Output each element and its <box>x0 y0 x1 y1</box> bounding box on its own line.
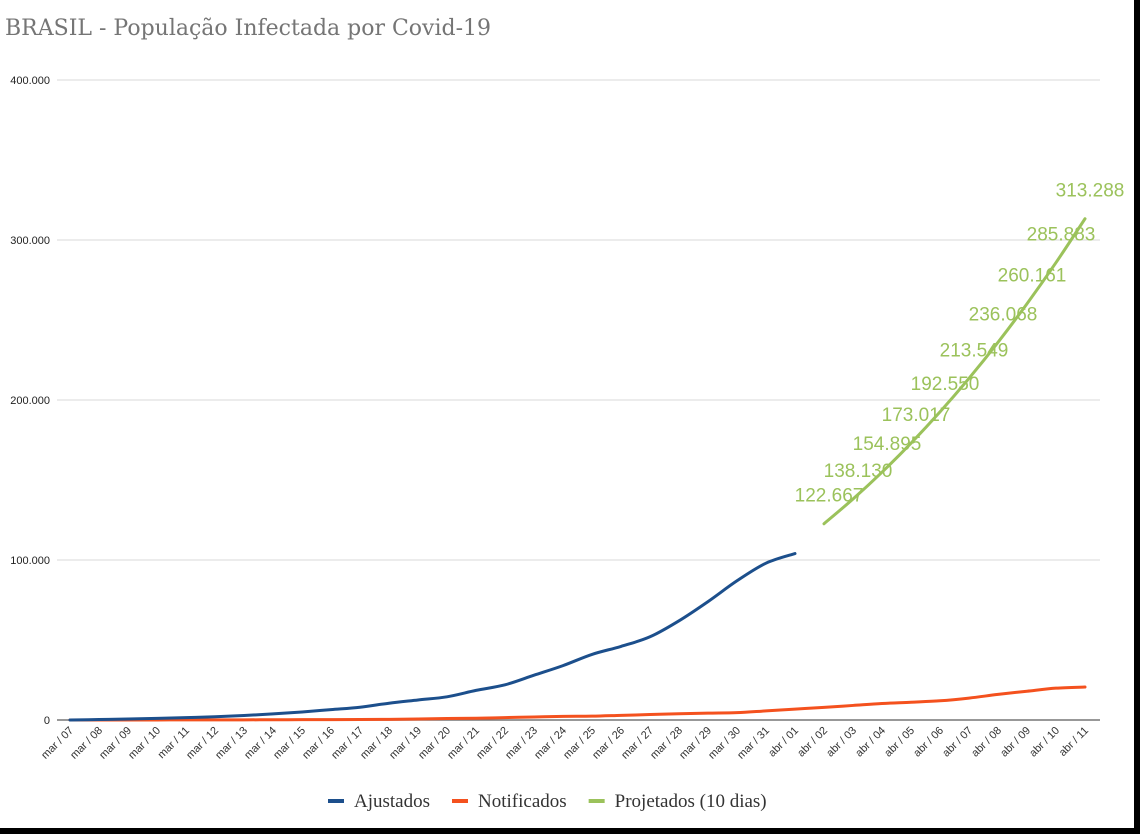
series-line-ajustados <box>68 552 797 722</box>
x-tick-label: abr / 05 <box>882 725 917 760</box>
y-tick-label: 100.000 <box>10 555 50 567</box>
data-label: 313.288 <box>1056 181 1125 202</box>
x-tick-label: abr / 06 <box>911 725 946 760</box>
x-tick-label: mar / 10 <box>126 725 163 762</box>
data-label: 285.883 <box>1027 225 1096 246</box>
data-label: 122.667 <box>795 486 864 507</box>
legend-label: Notificados <box>478 791 567 812</box>
legend-label: Ajustados <box>354 791 430 812</box>
series-line-projetados <box>822 217 1087 526</box>
data-label: 138.130 <box>824 461 893 482</box>
x-tick-label: abr / 07 <box>940 725 975 760</box>
x-tick-label: abr / 03 <box>824 725 859 760</box>
x-tick-label: abr / 09 <box>998 725 1033 760</box>
x-tick-label: abr / 10 <box>1027 725 1062 760</box>
y-tick-label: 300.000 <box>10 235 50 247</box>
legend-label: Projetados (10 dias) <box>615 791 767 812</box>
x-tick-label: mar / 31 <box>735 725 772 762</box>
series-line-notificados <box>68 685 1087 722</box>
data-label: 260.161 <box>998 266 1067 287</box>
data-label: 236.068 <box>969 304 1038 325</box>
data-label: 173.017 <box>882 405 951 426</box>
y-tick-label: 200.000 <box>10 395 50 407</box>
data-label: 192.550 <box>911 374 980 395</box>
x-tick-label: abr / 04 <box>853 725 888 760</box>
y-tick-label: 0 <box>44 715 50 727</box>
x-tick-label: abr / 08 <box>969 725 1004 760</box>
y-tick-label: 400.000 <box>10 75 50 87</box>
x-tick-label: abr / 11 <box>1057 725 1091 759</box>
x-tick-label: abr / 02 <box>795 725 830 760</box>
data-label: 154.895 <box>853 434 922 455</box>
chart-title: BRASIL - População Infectada por Covid-1… <box>5 16 492 41</box>
x-tick-label: abr / 01 <box>766 725 801 760</box>
data-label: 213.549 <box>940 340 1009 361</box>
